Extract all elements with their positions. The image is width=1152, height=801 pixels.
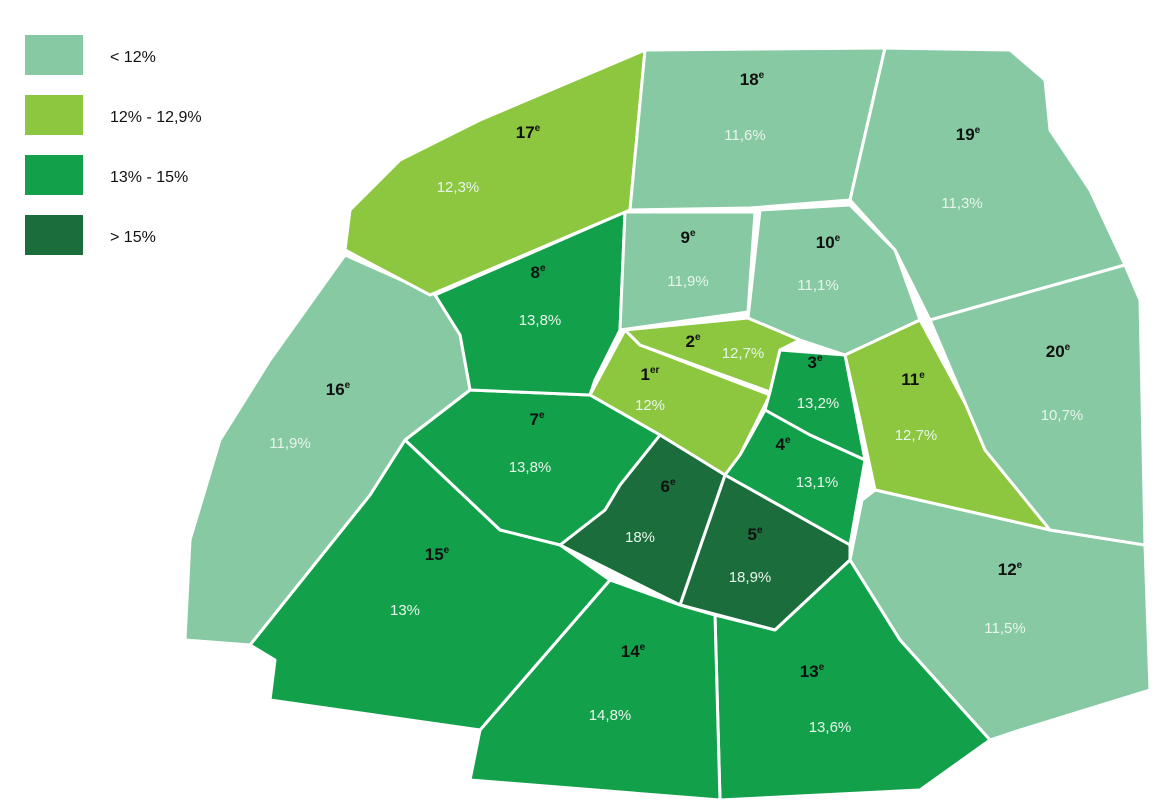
arrondissement-suffix: e xyxy=(690,228,696,239)
arrondissement-value: 12% xyxy=(635,397,665,414)
arrondissement-suffix: e xyxy=(757,525,763,536)
arrondissement-suffix: e xyxy=(835,233,841,244)
arrondissement-suffix: e xyxy=(919,370,925,381)
legend-label: 12% - 12,9% xyxy=(110,109,202,126)
arrondissement-number: 11 xyxy=(901,370,919,389)
arrondissement-suffix: e xyxy=(670,477,676,488)
arrondissement-name: 7e xyxy=(529,410,544,429)
arrondissement-number: 15 xyxy=(425,545,444,564)
arrondissement-number: 7 xyxy=(529,410,538,429)
arrondissement xyxy=(928,263,1147,547)
arrondissement-name: 10e xyxy=(816,233,841,252)
arrondissement-number: 13 xyxy=(800,662,819,681)
arrondissement-value: 13,8% xyxy=(519,312,562,329)
arrondissement-suffix: e xyxy=(975,125,981,136)
arrondissement-name: 8e xyxy=(530,263,545,282)
arrondissement-suffix: e xyxy=(640,642,646,653)
arrondissement-name: 12e xyxy=(998,560,1023,579)
arrondissement-name: 11e xyxy=(901,370,925,389)
legend-label: 13% - 15% xyxy=(110,169,188,186)
arrondissement xyxy=(343,48,647,297)
arrondissement-value: 13,1% xyxy=(796,474,839,491)
legend-swatch xyxy=(25,215,83,255)
arrondissement-suffix: e xyxy=(444,545,450,556)
arrondissement-number: 6 xyxy=(660,477,669,496)
arrondissement-suffix: e xyxy=(1017,560,1023,571)
arrondissement-number: 16 xyxy=(326,380,345,399)
arrondissement-name: 4e xyxy=(775,435,790,454)
arrondissement-suffix: e xyxy=(759,70,765,81)
arrondissement-number: 10 xyxy=(816,233,835,252)
arrondissement-name: 20e xyxy=(1046,342,1071,361)
arrondissement xyxy=(713,558,992,801)
arrondissement-number: 18 xyxy=(740,70,759,89)
arrondissement-value: 11,9% xyxy=(667,273,708,290)
arrondissement-suffix: e xyxy=(785,435,791,446)
arrondissement-suffix: e xyxy=(819,662,825,673)
arrondissement-number: 4 xyxy=(775,435,785,454)
arrondissement-number: 5 xyxy=(747,525,756,544)
arrondissement-number: 2 xyxy=(685,332,694,351)
arrondissement-name: 19e xyxy=(956,125,981,144)
arrondissement-name: 15e xyxy=(425,545,450,564)
arrondissement-number: 14 xyxy=(621,642,640,661)
arrondissement-value: 18,9% xyxy=(729,569,772,586)
arrondissement-name: 3e xyxy=(807,353,822,372)
arrondissement xyxy=(628,46,887,212)
arrondissement-value: 12,3% xyxy=(437,179,480,196)
arrondissement-value: 14,8% xyxy=(589,707,632,724)
arrondissement-suffix: e xyxy=(695,332,701,343)
arrondissement-value: 18% xyxy=(625,529,655,546)
arrondissement-value: 11,9% xyxy=(269,435,310,452)
arrondissement-value: 12,7% xyxy=(722,345,765,362)
legend: < 12% 12% - 12,9% 13% - 15% > 15% xyxy=(25,35,202,255)
arrondissement-suffix: e xyxy=(540,263,546,274)
arrondissement-value: 13,8% xyxy=(509,459,552,476)
arrondissement-number: 12 xyxy=(998,560,1017,579)
arrondissement-value: 13% xyxy=(390,602,420,619)
arrondissement-value: 11,3% xyxy=(941,195,982,212)
arrondissement-number: 19 xyxy=(956,125,975,144)
arrondissement-value: 13,2% xyxy=(797,395,840,412)
legend-label: > 15% xyxy=(110,229,156,246)
arrondissement-number: 1 xyxy=(641,365,650,384)
legend-swatch xyxy=(25,35,83,75)
arrondissement-value: 11,1% xyxy=(797,277,838,294)
arrondissement-value: 11,6% xyxy=(724,127,765,144)
legend-label: < 12% xyxy=(110,49,156,66)
regions xyxy=(183,46,1152,801)
arrondissement-number: 3 xyxy=(807,353,816,372)
arrondissement-name: 17e xyxy=(516,123,541,142)
legend-swatch xyxy=(25,155,83,195)
arrondissement-value: 10,7% xyxy=(1041,407,1084,424)
arrondissement-name: 6e xyxy=(660,477,675,496)
arrondissement-name: 9e xyxy=(680,228,695,247)
arrondissement-name: 1er xyxy=(641,365,660,384)
arrondissement-number: 9 xyxy=(680,228,689,247)
arrondissement-name: 13e xyxy=(800,662,825,681)
arrondissement-name: 16e xyxy=(326,380,351,399)
arrondissement-suffix: e xyxy=(535,123,541,134)
arrondissement-number: 20 xyxy=(1046,342,1065,361)
arrondissement-number: 8 xyxy=(530,263,539,282)
arrondissement-suffix: e xyxy=(1065,342,1071,353)
arrondissement-name: 18e xyxy=(740,70,765,89)
arrondissement-name: 2e xyxy=(685,332,700,351)
arrondissement-value: 12,7% xyxy=(895,427,938,444)
arrondissement-value: 11,5% xyxy=(984,620,1025,637)
arrondissement-name: 5e xyxy=(747,525,762,544)
arrondissement xyxy=(183,253,472,647)
arrondissement xyxy=(848,46,1127,322)
arrondissement-suffix: e xyxy=(817,353,823,364)
arrondissement-number: 17 xyxy=(516,123,535,142)
legend-swatch xyxy=(25,95,83,135)
arrondissement-name: 14e xyxy=(621,642,646,661)
arrondissement-suffix: e xyxy=(539,410,545,421)
arrondissement-value: 13,6% xyxy=(809,719,852,736)
arrondissement-suffix: er xyxy=(650,365,660,376)
arrondissement-suffix: e xyxy=(345,380,351,391)
